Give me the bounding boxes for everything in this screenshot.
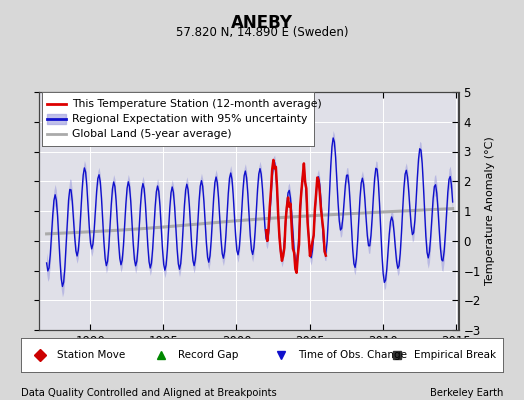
Text: Record Gap: Record Gap bbox=[178, 350, 238, 360]
Text: Empirical Break: Empirical Break bbox=[414, 350, 496, 360]
Text: Data Quality Controlled and Aligned at Breakpoints: Data Quality Controlled and Aligned at B… bbox=[21, 388, 277, 398]
Text: Regional Expectation with 95% uncertainty: Regional Expectation with 95% uncertaint… bbox=[72, 114, 307, 124]
Text: Global Land (5-year average): Global Land (5-year average) bbox=[72, 129, 232, 139]
Text: Berkeley Earth: Berkeley Earth bbox=[430, 388, 503, 398]
Text: 57.820 N, 14.890 E (Sweden): 57.820 N, 14.890 E (Sweden) bbox=[176, 26, 348, 39]
Text: Time of Obs. Change: Time of Obs. Change bbox=[298, 350, 407, 360]
Y-axis label: Temperature Anomaly (°C): Temperature Anomaly (°C) bbox=[485, 137, 495, 285]
Text: ANEBY: ANEBY bbox=[231, 14, 293, 32]
Text: This Temperature Station (12-month average): This Temperature Station (12-month avera… bbox=[72, 99, 322, 109]
Text: Station Move: Station Move bbox=[57, 350, 125, 360]
